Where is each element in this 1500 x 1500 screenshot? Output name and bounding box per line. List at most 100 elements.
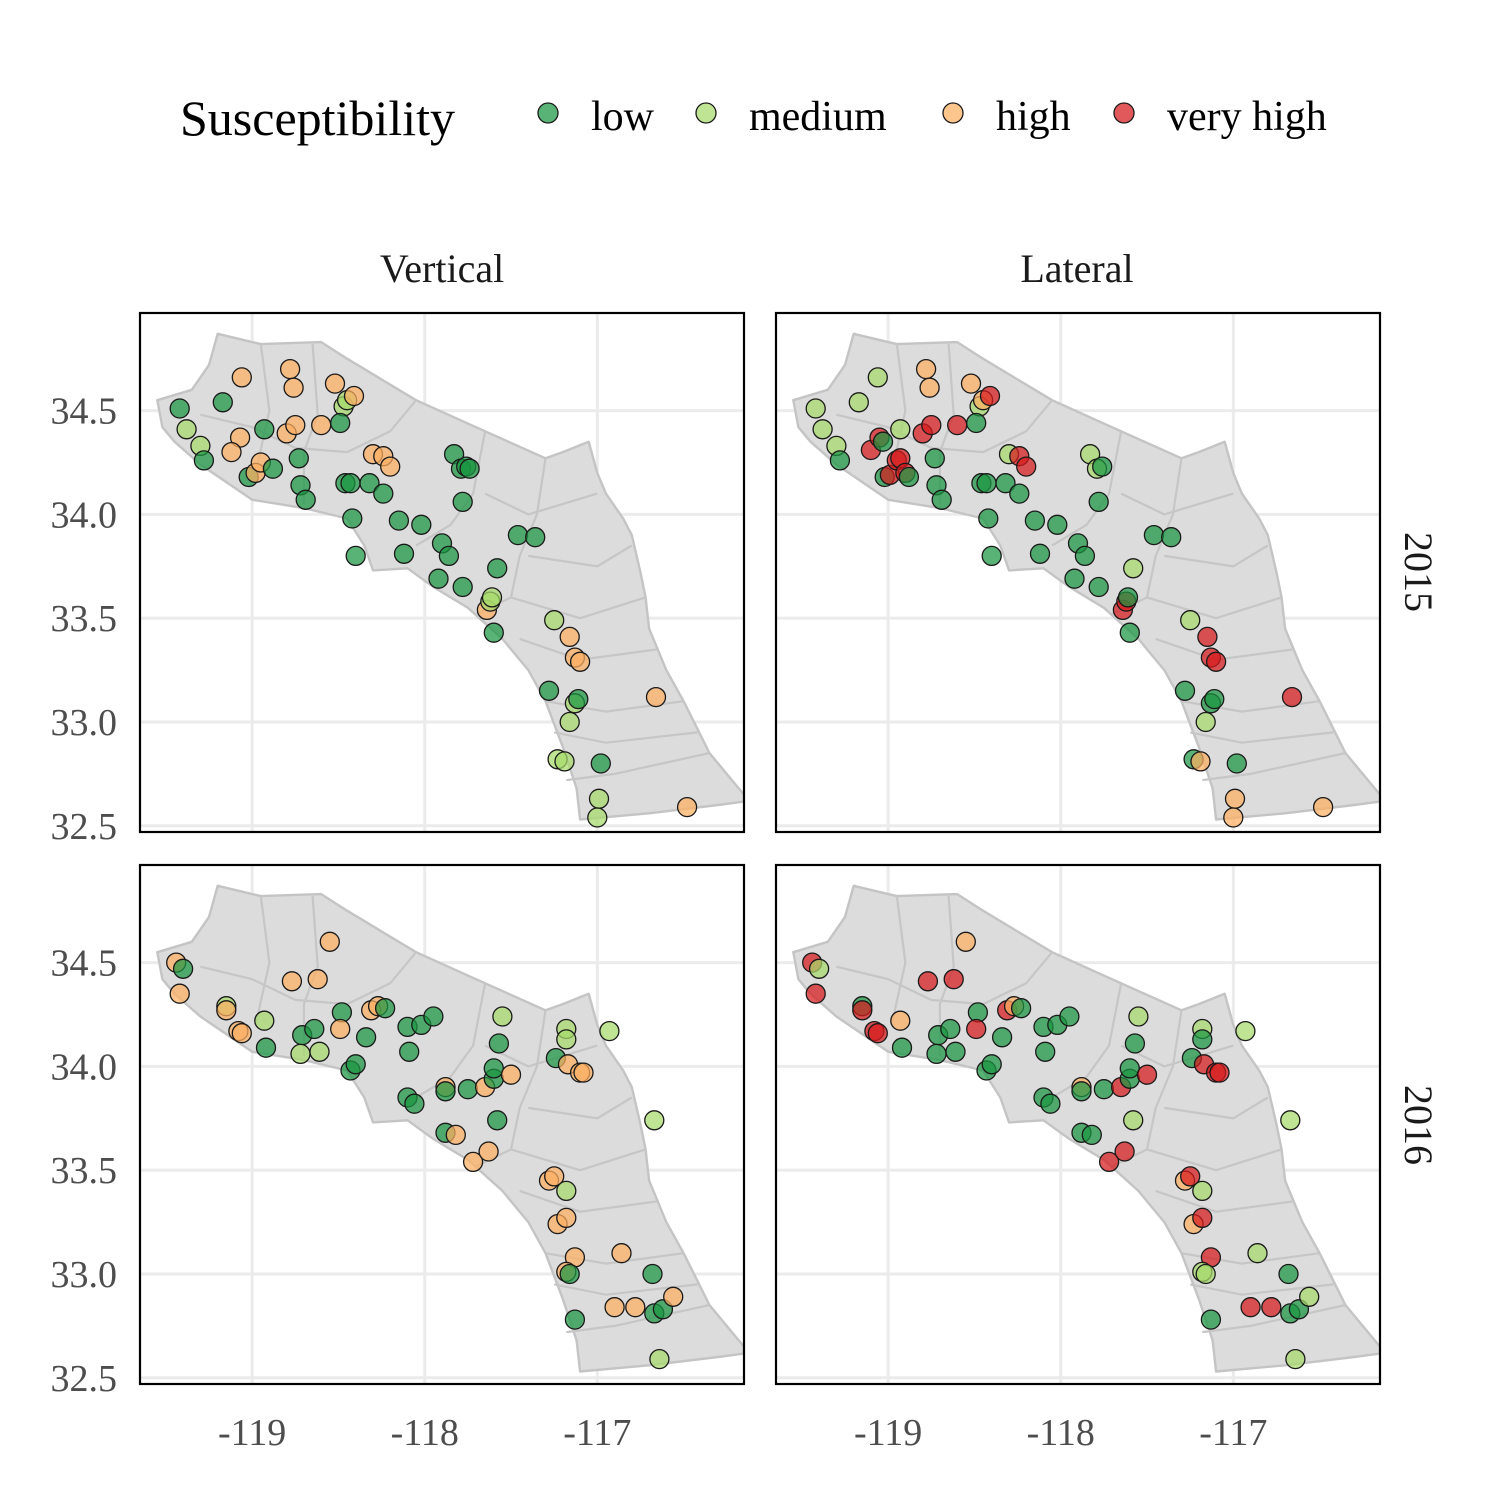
- site-point-low: [172, 958, 194, 979]
- facet-label-vertical: Vertical: [380, 246, 504, 291]
- site-point-low: [345, 545, 366, 567]
- site-point-low: [255, 1037, 277, 1058]
- site-point-low: [1204, 688, 1225, 710]
- site-point-very_high: [852, 1000, 873, 1021]
- site-point-high: [231, 1023, 252, 1044]
- site-point-low: [1064, 568, 1085, 589]
- site-point-low: [991, 1027, 1013, 1048]
- y-tick-label: 32.5: [51, 1358, 118, 1400]
- site-point-low: [288, 448, 309, 469]
- site-point-medium: [848, 392, 869, 413]
- county-boundary: [200, 951, 417, 1006]
- x-tick-label: -117: [1199, 1412, 1267, 1454]
- site-point-low: [169, 398, 190, 419]
- site-point-medium: [556, 1029, 577, 1050]
- site-point-low: [452, 491, 473, 513]
- site-point-medium: [1123, 1110, 1144, 1131]
- site-point-high: [559, 626, 580, 648]
- site-point-low: [1119, 1058, 1140, 1079]
- site-point-very_high: [966, 1018, 987, 1040]
- y-axis-tick-labels: 32.5 33.0 33.5 34.0 34.5 32.5 33.0 33.5 34.0 34.5: [51, 391, 118, 1400]
- county-boundary: [836, 951, 1053, 1006]
- site-point-low: [926, 1043, 947, 1065]
- x-tick-label: -118: [391, 1412, 459, 1454]
- site-point-medium: [1280, 1110, 1301, 1131]
- site-point-medium: [587, 807, 608, 828]
- site-point-medium: [254, 1010, 275, 1031]
- panel-vertical-2015: [138, 311, 746, 834]
- site-point-medium: [1128, 1006, 1149, 1027]
- site-point-low: [568, 688, 589, 710]
- site-point-low: [1174, 680, 1196, 701]
- site-point-medium: [559, 711, 580, 733]
- site-point-low: [487, 1110, 508, 1131]
- x-axis-tick-labels: -119 -118 -117 -119 -118 -117: [218, 1412, 1267, 1454]
- site-point-high: [919, 377, 940, 398]
- site-point-medium: [867, 367, 888, 388]
- site-point-high: [676, 796, 698, 818]
- county-boundary: [553, 731, 698, 744]
- site-point-very_high: [1114, 1141, 1135, 1162]
- site-point-high: [960, 373, 982, 394]
- site-point-high: [324, 373, 346, 394]
- site-point-high: [1190, 751, 1211, 772]
- site-point-low: [1074, 545, 1096, 567]
- site-point-high: [319, 931, 340, 952]
- site-point-low: [1143, 524, 1165, 546]
- site-point-low: [452, 576, 473, 598]
- county-boundary: [1189, 1283, 1334, 1296]
- site-point-low: [940, 1018, 961, 1040]
- site-point-low: [393, 543, 415, 564]
- site-point-medium: [1195, 711, 1216, 733]
- county-boundary: [566, 752, 710, 782]
- site-point-low: [1088, 576, 1109, 598]
- site-point-high: [285, 414, 306, 436]
- x-tick-label: -117: [563, 1412, 631, 1454]
- y-tick-label: 33.0: [51, 702, 118, 744]
- site-point-very_high: [943, 969, 964, 990]
- site-point-low: [642, 1263, 663, 1285]
- site-point-very_high: [1209, 1062, 1230, 1083]
- site-point-low: [411, 514, 432, 535]
- site-point-low: [487, 558, 508, 579]
- y-tick-label: 33.5: [51, 1150, 118, 1192]
- site-point-low: [1035, 1041, 1056, 1062]
- county-boundary: [254, 895, 271, 1026]
- site-point-low: [295, 489, 316, 510]
- site-point-high: [281, 971, 303, 992]
- facet-label-2016: 2016: [1396, 1085, 1441, 1165]
- site-point-low: [1081, 1124, 1102, 1146]
- site-point-high: [1224, 788, 1246, 809]
- site-point-high: [663, 1286, 684, 1307]
- county-boundary: [1164, 1096, 1269, 1120]
- site-point-low: [488, 1033, 510, 1054]
- site-point-high: [1223, 807, 1244, 828]
- site-point-very_high: [1205, 651, 1227, 672]
- site-point-low: [891, 1037, 913, 1058]
- site-point-low: [374, 998, 396, 1019]
- site-point-low: [1117, 587, 1139, 608]
- site-point-low: [898, 466, 920, 488]
- site-point-medium: [290, 1043, 311, 1065]
- site-point-medium: [1247, 1243, 1268, 1264]
- county-boundary: [510, 596, 646, 620]
- site-point-very_high: [1180, 1166, 1201, 1187]
- site-point-low: [1010, 998, 1032, 1019]
- panel-frame: [774, 311, 1382, 834]
- site-point-low: [304, 1018, 325, 1040]
- site-point-low: [525, 527, 546, 548]
- x-tick-label: -119: [854, 1412, 922, 1454]
- site-point-high: [645, 686, 667, 708]
- site-point-low: [1124, 1033, 1146, 1054]
- site-point-very_high: [1098, 1151, 1120, 1173]
- site-point-high: [169, 983, 190, 1004]
- site-point-low: [1093, 1079, 1115, 1100]
- site-point-low: [1029, 543, 1051, 564]
- site-point-low: [1119, 622, 1140, 643]
- site-point-high: [283, 377, 304, 398]
- site-point-medium: [176, 419, 197, 440]
- site-point-high: [231, 367, 252, 388]
- panel-frame: [138, 311, 746, 834]
- site-point-low: [342, 508, 363, 529]
- site-point-low: [212, 392, 233, 413]
